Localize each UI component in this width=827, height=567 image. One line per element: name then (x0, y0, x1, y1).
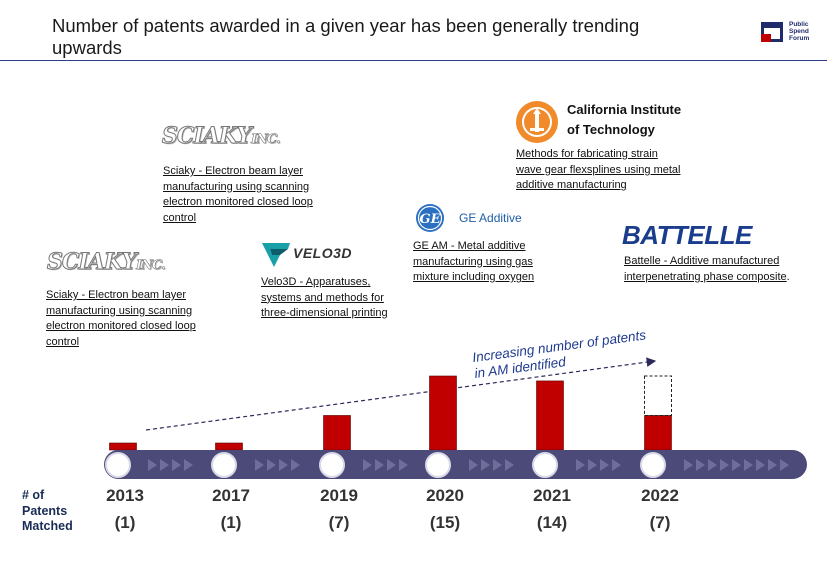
battelle-logo: BATTELLE (622, 220, 752, 250)
chevron-icon (493, 459, 502, 471)
year-label-2021: 2021 (533, 486, 571, 505)
card-sciaky-2013: Sciaky - Electron beam layer manufacturi… (46, 288, 224, 350)
timeline-nodes (105, 452, 666, 478)
year-label-2020: 2020 (426, 486, 464, 505)
count-label-2013: (1) (115, 513, 136, 532)
count-label-2017: (1) (221, 513, 242, 532)
chevron-icon (756, 459, 765, 471)
year-label-2022: 2022 (641, 486, 679, 505)
trend-annotation: Increasing number of patents in AM ident… (471, 327, 652, 381)
card-velo3d-text: Velo3D - Apparatuses, systems and method… (261, 276, 388, 319)
chevron-icon (267, 459, 276, 471)
chevron-icon (600, 459, 609, 471)
trend-arrow (145, 357, 657, 431)
timeline-node-2013 (105, 452, 131, 478)
chevron-icon (255, 459, 264, 471)
psf-logo-icon (761, 22, 783, 42)
patents-matched-label: # of Patents Matched (22, 488, 73, 533)
timeline-node-2021 (532, 452, 558, 478)
page-title: Number of patents awarded in a given yea… (52, 15, 640, 58)
chevron-icon (481, 459, 490, 471)
count-labels: (1) (1) (7) (15) (14) (7) (115, 513, 671, 532)
card-caltech-2021: Methods for fabricating strain wave gear… (516, 147, 681, 194)
chevron-icon (684, 459, 693, 471)
card-battelle-text: Battelle - Additive manufactured interpe… (624, 255, 787, 283)
chevron-icon (469, 459, 478, 471)
svg-text:GE: GE (419, 212, 441, 227)
bar-2022 (644, 415, 672, 451)
card-ge-2020: GE AM - Metal additive manufacturing usi… (413, 239, 553, 286)
chevron-icon (576, 459, 585, 471)
timeline-node-2017 (211, 452, 237, 478)
chevron-icon (505, 459, 514, 471)
caltech-seal-icon (516, 101, 558, 143)
timeline-node-2020 (425, 452, 451, 478)
chevron-icon (696, 459, 705, 471)
chevron-icon (184, 459, 193, 471)
ge-additive-logo: GE GE Additive (415, 203, 545, 233)
bar-2020 (429, 375, 457, 451)
year-label-2013: 2013 (106, 486, 144, 505)
chevron-icon (768, 459, 777, 471)
year-labels: 2013 2017 2019 2020 2021 2022 (106, 486, 679, 505)
timeline-track (104, 450, 807, 479)
chevron-icon (732, 459, 741, 471)
velo3d-mark-icon (262, 243, 290, 267)
card-sciaky-2013-text: Sciaky - Electron beam layer manufacturi… (46, 289, 196, 348)
count-label-2022: (7) (650, 513, 671, 532)
chevron-icon (708, 459, 717, 471)
chevron-icon (279, 459, 288, 471)
chevron-icon (172, 459, 181, 471)
ge-monogram-icon: GE (416, 204, 444, 232)
sciaky-logo-2: SCIAKYINC. (47, 249, 166, 276)
timeline-node-2022 (640, 452, 666, 478)
chevron-icon (363, 459, 372, 471)
bar-2013 (109, 442, 137, 451)
chevron-icon (387, 459, 396, 471)
count-label-2019: (7) (329, 513, 350, 532)
chevron-icon (148, 459, 157, 471)
chevron-icon (720, 459, 729, 471)
bar-2019 (323, 415, 351, 451)
year-label-2017: 2017 (212, 486, 250, 505)
bar-2017 (215, 442, 243, 451)
timeline-node-2019 (319, 452, 345, 478)
public-spend-forum-logo: Public Spend Forum (761, 20, 821, 46)
chevron-icon (744, 459, 753, 471)
card-sciaky-2017-text: Sciaky - Electron beam layer manufacturi… (163, 165, 313, 224)
bar-projected-2022 (644, 375, 672, 416)
title-divider (0, 60, 827, 61)
chevron-icon (780, 459, 789, 471)
caltech-name: California Institute of Technology (567, 102, 682, 137)
card-velo3d-2019: Velo3D - Apparatuses, systems and method… (261, 275, 401, 322)
card-sciaky-2017: Sciaky - Electron beam layer manufacturi… (163, 164, 333, 226)
card-caltech-text: Methods for fabricating strain wave gear… (516, 148, 681, 191)
chevron-icon (612, 459, 621, 471)
chevron-icon (399, 459, 408, 471)
count-label-2021: (14) (537, 513, 567, 532)
year-label-2019: 2019 (320, 486, 358, 505)
timeline-chevrons (148, 459, 789, 471)
chevron-icon (291, 459, 300, 471)
chevron-icon (375, 459, 384, 471)
caltech-logo: California Institute of Technology (515, 100, 715, 146)
velo3d-logo: VELO3D (260, 239, 360, 269)
bar-2021 (536, 380, 564, 451)
card-battelle-2022: Battelle - Additive manufactured interpe… (624, 255, 790, 283)
chevron-icon (160, 459, 169, 471)
card-ge-text: GE AM - Metal additive manufacturing usi… (413, 240, 535, 283)
sciaky-logo: SCIAKYINC. (162, 123, 281, 150)
chevron-icon (588, 459, 597, 471)
psf-logo-text: Public Spend Forum (789, 21, 810, 42)
count-label-2020: (15) (430, 513, 460, 532)
bars-group (109, 375, 672, 451)
